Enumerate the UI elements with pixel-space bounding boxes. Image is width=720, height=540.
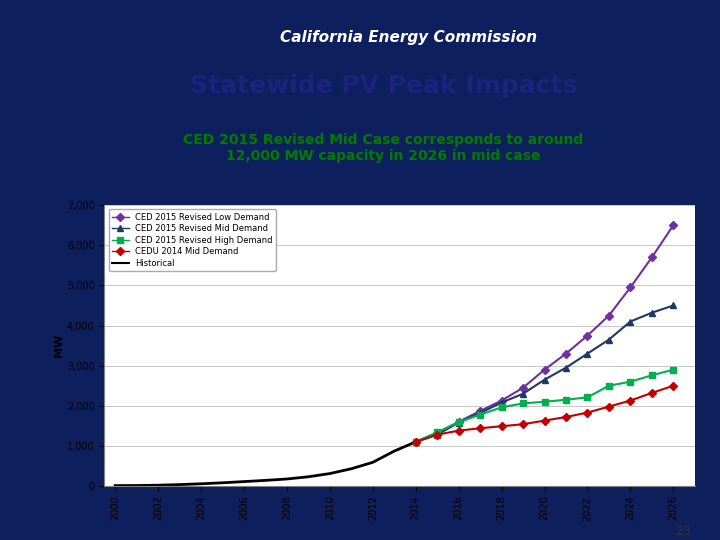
CEDU 2014 Mid Demand (626, 397, 635, 404)
Historical (154, 482, 163, 489)
CED 2015 Revised Low Demand (540, 367, 549, 373)
CED 2015 Revised Low Demand (605, 312, 613, 319)
CED 2015 Revised High Demand (540, 399, 549, 405)
CED 2015 Revised High Demand (647, 372, 656, 379)
Legend: CED 2015 Revised Low Demand, CED 2015 Revised Mid Demand, CED 2015 Revised High : CED 2015 Revised Low Demand, CED 2015 Re… (109, 210, 276, 271)
CEDU 2014 Mid Demand (433, 431, 441, 438)
Text: Statewide PV Peak Impacts: Statewide PV Peak Impacts (189, 73, 577, 98)
CED 2015 Revised Mid Demand (669, 302, 678, 309)
CED 2015 Revised Low Demand (669, 222, 678, 228)
CED 2015 Revised Mid Demand (626, 318, 635, 325)
Line: CED 2015 Revised High Demand: CED 2015 Revised High Demand (413, 367, 676, 444)
CED 2015 Revised Low Demand (454, 418, 463, 425)
Historical (325, 470, 334, 477)
CED 2015 Revised Mid Demand (498, 399, 506, 406)
CED 2015 Revised High Demand (433, 429, 441, 435)
Historical (304, 474, 312, 480)
CEDU 2014 Mid Demand (411, 438, 420, 445)
CED 2015 Revised High Demand (605, 382, 613, 389)
CED 2015 Revised Mid Demand (476, 410, 485, 416)
CED 2015 Revised Low Demand (647, 254, 656, 261)
Historical (261, 477, 270, 484)
Historical (282, 476, 291, 482)
Historical (132, 482, 141, 489)
CED 2015 Revised Mid Demand (647, 309, 656, 316)
Text: CED 2015 Revised Mid Case corresponds to around
12,000 MW capacity in 2026 in mi: CED 2015 Revised Mid Case corresponds to… (184, 133, 583, 163)
CED 2015 Revised High Demand (498, 404, 506, 410)
Historical (111, 482, 120, 489)
CEDU 2014 Mid Demand (498, 423, 506, 429)
Text: California Energy Commission: California Energy Commission (280, 30, 537, 45)
CED 2015 Revised Mid Demand (433, 431, 441, 438)
CEDU 2014 Mid Demand (454, 427, 463, 434)
CEDU 2014 Mid Demand (583, 409, 592, 416)
CED 2015 Revised High Demand (411, 438, 420, 445)
CEDU 2014 Mid Demand (647, 390, 656, 396)
CED 2015 Revised High Demand (583, 394, 592, 401)
CED 2015 Revised Low Demand (433, 430, 441, 436)
CED 2015 Revised High Demand (454, 419, 463, 426)
CED 2015 Revised High Demand (669, 367, 678, 373)
Historical (175, 481, 184, 488)
CED 2015 Revised Low Demand (476, 408, 485, 414)
CED 2015 Revised Low Demand (583, 332, 592, 339)
CEDU 2014 Mid Demand (476, 425, 485, 431)
Historical (390, 448, 399, 454)
CED 2015 Revised Mid Demand (454, 420, 463, 426)
Historical (347, 465, 356, 472)
Historical (369, 459, 377, 465)
CED 2015 Revised Low Demand (498, 397, 506, 404)
CED 2015 Revised Low Demand (411, 438, 420, 445)
CED 2015 Revised Mid Demand (562, 364, 570, 371)
CEDU 2014 Mid Demand (540, 417, 549, 424)
Line: Historical: Historical (115, 442, 415, 485)
CED 2015 Revised Low Demand (562, 350, 570, 357)
CED 2015 Revised High Demand (518, 400, 527, 407)
CEDU 2014 Mid Demand (562, 414, 570, 420)
CED 2015 Revised Mid Demand (540, 376, 549, 383)
CED 2015 Revised Low Demand (626, 284, 635, 291)
CEDU 2014 Mid Demand (518, 421, 527, 428)
CED 2015 Revised Mid Demand (518, 390, 527, 397)
CED 2015 Revised Low Demand (518, 384, 527, 391)
CED 2015 Revised High Demand (562, 396, 570, 403)
Line: CEDU 2014 Mid Demand: CEDU 2014 Mid Demand (413, 383, 676, 444)
Historical (240, 478, 248, 485)
CEDU 2014 Mid Demand (669, 382, 678, 389)
Line: CED 2015 Revised Low Demand: CED 2015 Revised Low Demand (413, 222, 676, 444)
CED 2015 Revised High Demand (476, 411, 485, 418)
CED 2015 Revised Mid Demand (583, 350, 592, 357)
Historical (197, 481, 205, 487)
CED 2015 Revised Mid Demand (411, 438, 420, 445)
Text: 23: 23 (675, 524, 691, 538)
Line: CED 2015 Revised Mid Demand: CED 2015 Revised Mid Demand (413, 303, 676, 444)
Historical (218, 480, 227, 486)
Historical (411, 438, 420, 445)
CED 2015 Revised Mid Demand (605, 336, 613, 343)
CEDU 2014 Mid Demand (605, 403, 613, 410)
CED 2015 Revised High Demand (626, 379, 635, 385)
Y-axis label: MW: MW (54, 334, 64, 357)
